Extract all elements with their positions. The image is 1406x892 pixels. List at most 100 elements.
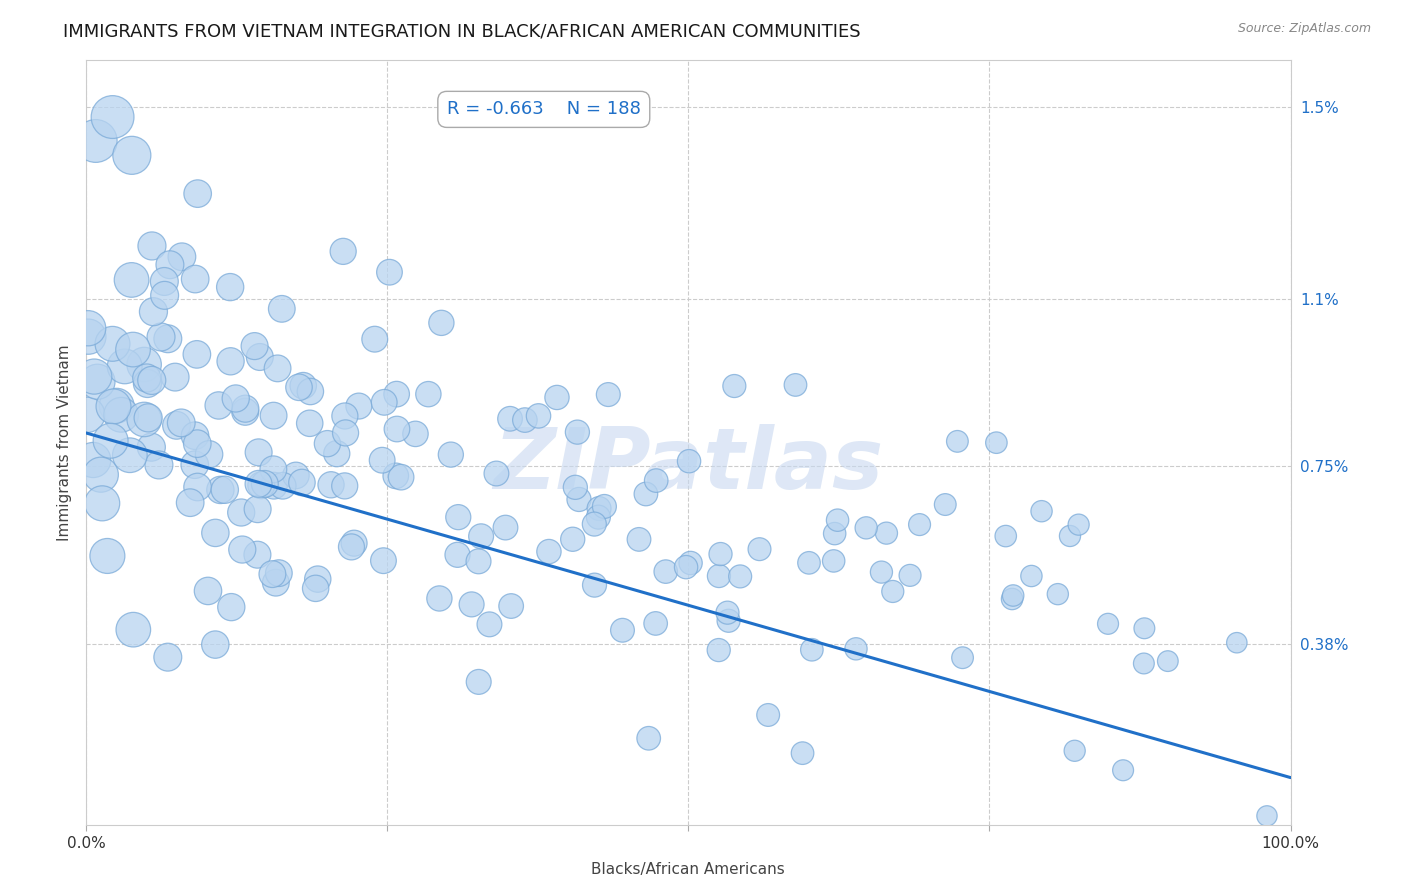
Point: [263, 478, 285, 492]
Point: [249, 350, 271, 364]
Point: [219, 280, 242, 294]
Point: [291, 475, 314, 490]
Point: [404, 426, 426, 441]
Point: [221, 600, 243, 615]
Point: [634, 487, 657, 501]
Point: [156, 332, 179, 346]
Point: [304, 582, 326, 596]
Point: [470, 529, 492, 543]
Point: [823, 554, 845, 568]
Point: [142, 304, 165, 318]
Point: [77, 329, 100, 343]
Point: [84, 134, 107, 148]
Point: [499, 411, 522, 425]
Point: [561, 533, 583, 547]
Point: [156, 650, 179, 665]
Text: R = -0.663    N = 188: R = -0.663 N = 188: [447, 101, 641, 119]
Point: [307, 572, 329, 586]
Point: [122, 623, 145, 637]
Point: [219, 354, 242, 368]
Point: [134, 358, 156, 372]
Point: [756, 708, 779, 723]
Y-axis label: Immigrants from Vietnam: Immigrants from Vietnam: [58, 344, 72, 541]
Point: [246, 548, 269, 562]
Point: [101, 336, 124, 351]
Point: [446, 548, 468, 562]
Point: [208, 399, 231, 413]
Point: [340, 540, 363, 554]
Point: [447, 510, 470, 524]
Point: [184, 272, 207, 286]
Point: [373, 395, 395, 409]
Point: [105, 399, 128, 413]
Point: [598, 387, 620, 401]
Point: [1001, 592, 1024, 607]
Point: [100, 434, 122, 448]
Point: [233, 401, 256, 416]
Point: [326, 447, 349, 461]
Point: [103, 400, 125, 414]
Point: [485, 467, 508, 481]
Point: [204, 525, 226, 540]
Point: [214, 483, 236, 497]
Point: [136, 376, 159, 391]
Point: [882, 584, 904, 599]
Point: [110, 408, 132, 422]
Point: [875, 526, 897, 541]
Point: [707, 643, 730, 657]
Point: [316, 436, 339, 450]
Point: [187, 480, 209, 494]
Point: [253, 477, 276, 491]
Point: [1067, 517, 1090, 532]
Point: [845, 641, 868, 656]
Point: [250, 478, 273, 492]
Point: [627, 533, 650, 547]
Point: [385, 422, 408, 436]
Point: [723, 379, 745, 393]
Text: IMMIGRANTS FROM VIETNAM INTEGRATION IN BLACK/AFRICAN AMERICAN COMMUNITIES: IMMIGRANTS FROM VIETNAM INTEGRATION IN B…: [63, 22, 860, 40]
Point: [343, 536, 366, 550]
Point: [678, 454, 700, 468]
Point: [986, 435, 1008, 450]
Point: [121, 273, 143, 287]
Point: [389, 470, 412, 484]
Point: [76, 408, 98, 422]
Point: [1097, 616, 1119, 631]
Point: [430, 316, 453, 330]
Point: [501, 599, 523, 613]
Point: [1046, 587, 1069, 601]
Point: [179, 496, 201, 510]
Point: [231, 542, 253, 557]
Point: [478, 617, 501, 632]
Point: [568, 492, 591, 507]
Point: [513, 413, 536, 427]
X-axis label: Blacks/African Americans: Blacks/African Americans: [592, 862, 785, 877]
Point: [588, 510, 610, 524]
Point: [231, 506, 253, 520]
Point: [384, 468, 406, 483]
Point: [460, 598, 482, 612]
Point: [946, 434, 969, 449]
Point: [136, 410, 159, 425]
Point: [440, 448, 463, 462]
Point: [827, 513, 849, 527]
Point: [96, 549, 118, 563]
Point: [83, 369, 105, 384]
Point: [467, 554, 489, 568]
Point: [263, 409, 285, 423]
Point: [612, 624, 634, 638]
Point: [588, 501, 610, 516]
Point: [184, 458, 207, 472]
Point: [898, 568, 921, 582]
Point: [333, 479, 356, 493]
Point: [1002, 589, 1025, 603]
Point: [121, 148, 143, 162]
Point: [170, 250, 193, 264]
Point: [564, 480, 586, 494]
Point: [159, 258, 181, 272]
Point: [165, 370, 187, 384]
Text: ZIPatlas: ZIPatlas: [494, 424, 883, 507]
Point: [792, 746, 814, 760]
Point: [1031, 504, 1053, 518]
Point: [170, 416, 193, 430]
